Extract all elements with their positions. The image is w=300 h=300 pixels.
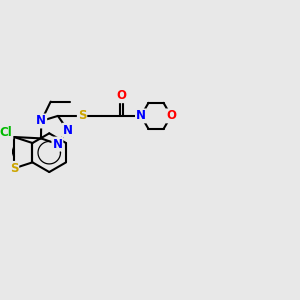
Text: N: N (52, 137, 62, 151)
Text: N: N (63, 124, 73, 136)
Text: S: S (10, 162, 18, 175)
Text: N: N (36, 115, 46, 128)
Text: Cl: Cl (0, 126, 12, 139)
Text: O: O (117, 89, 127, 102)
Text: S: S (78, 110, 86, 122)
Text: O: O (166, 110, 176, 122)
Text: N: N (136, 110, 146, 122)
